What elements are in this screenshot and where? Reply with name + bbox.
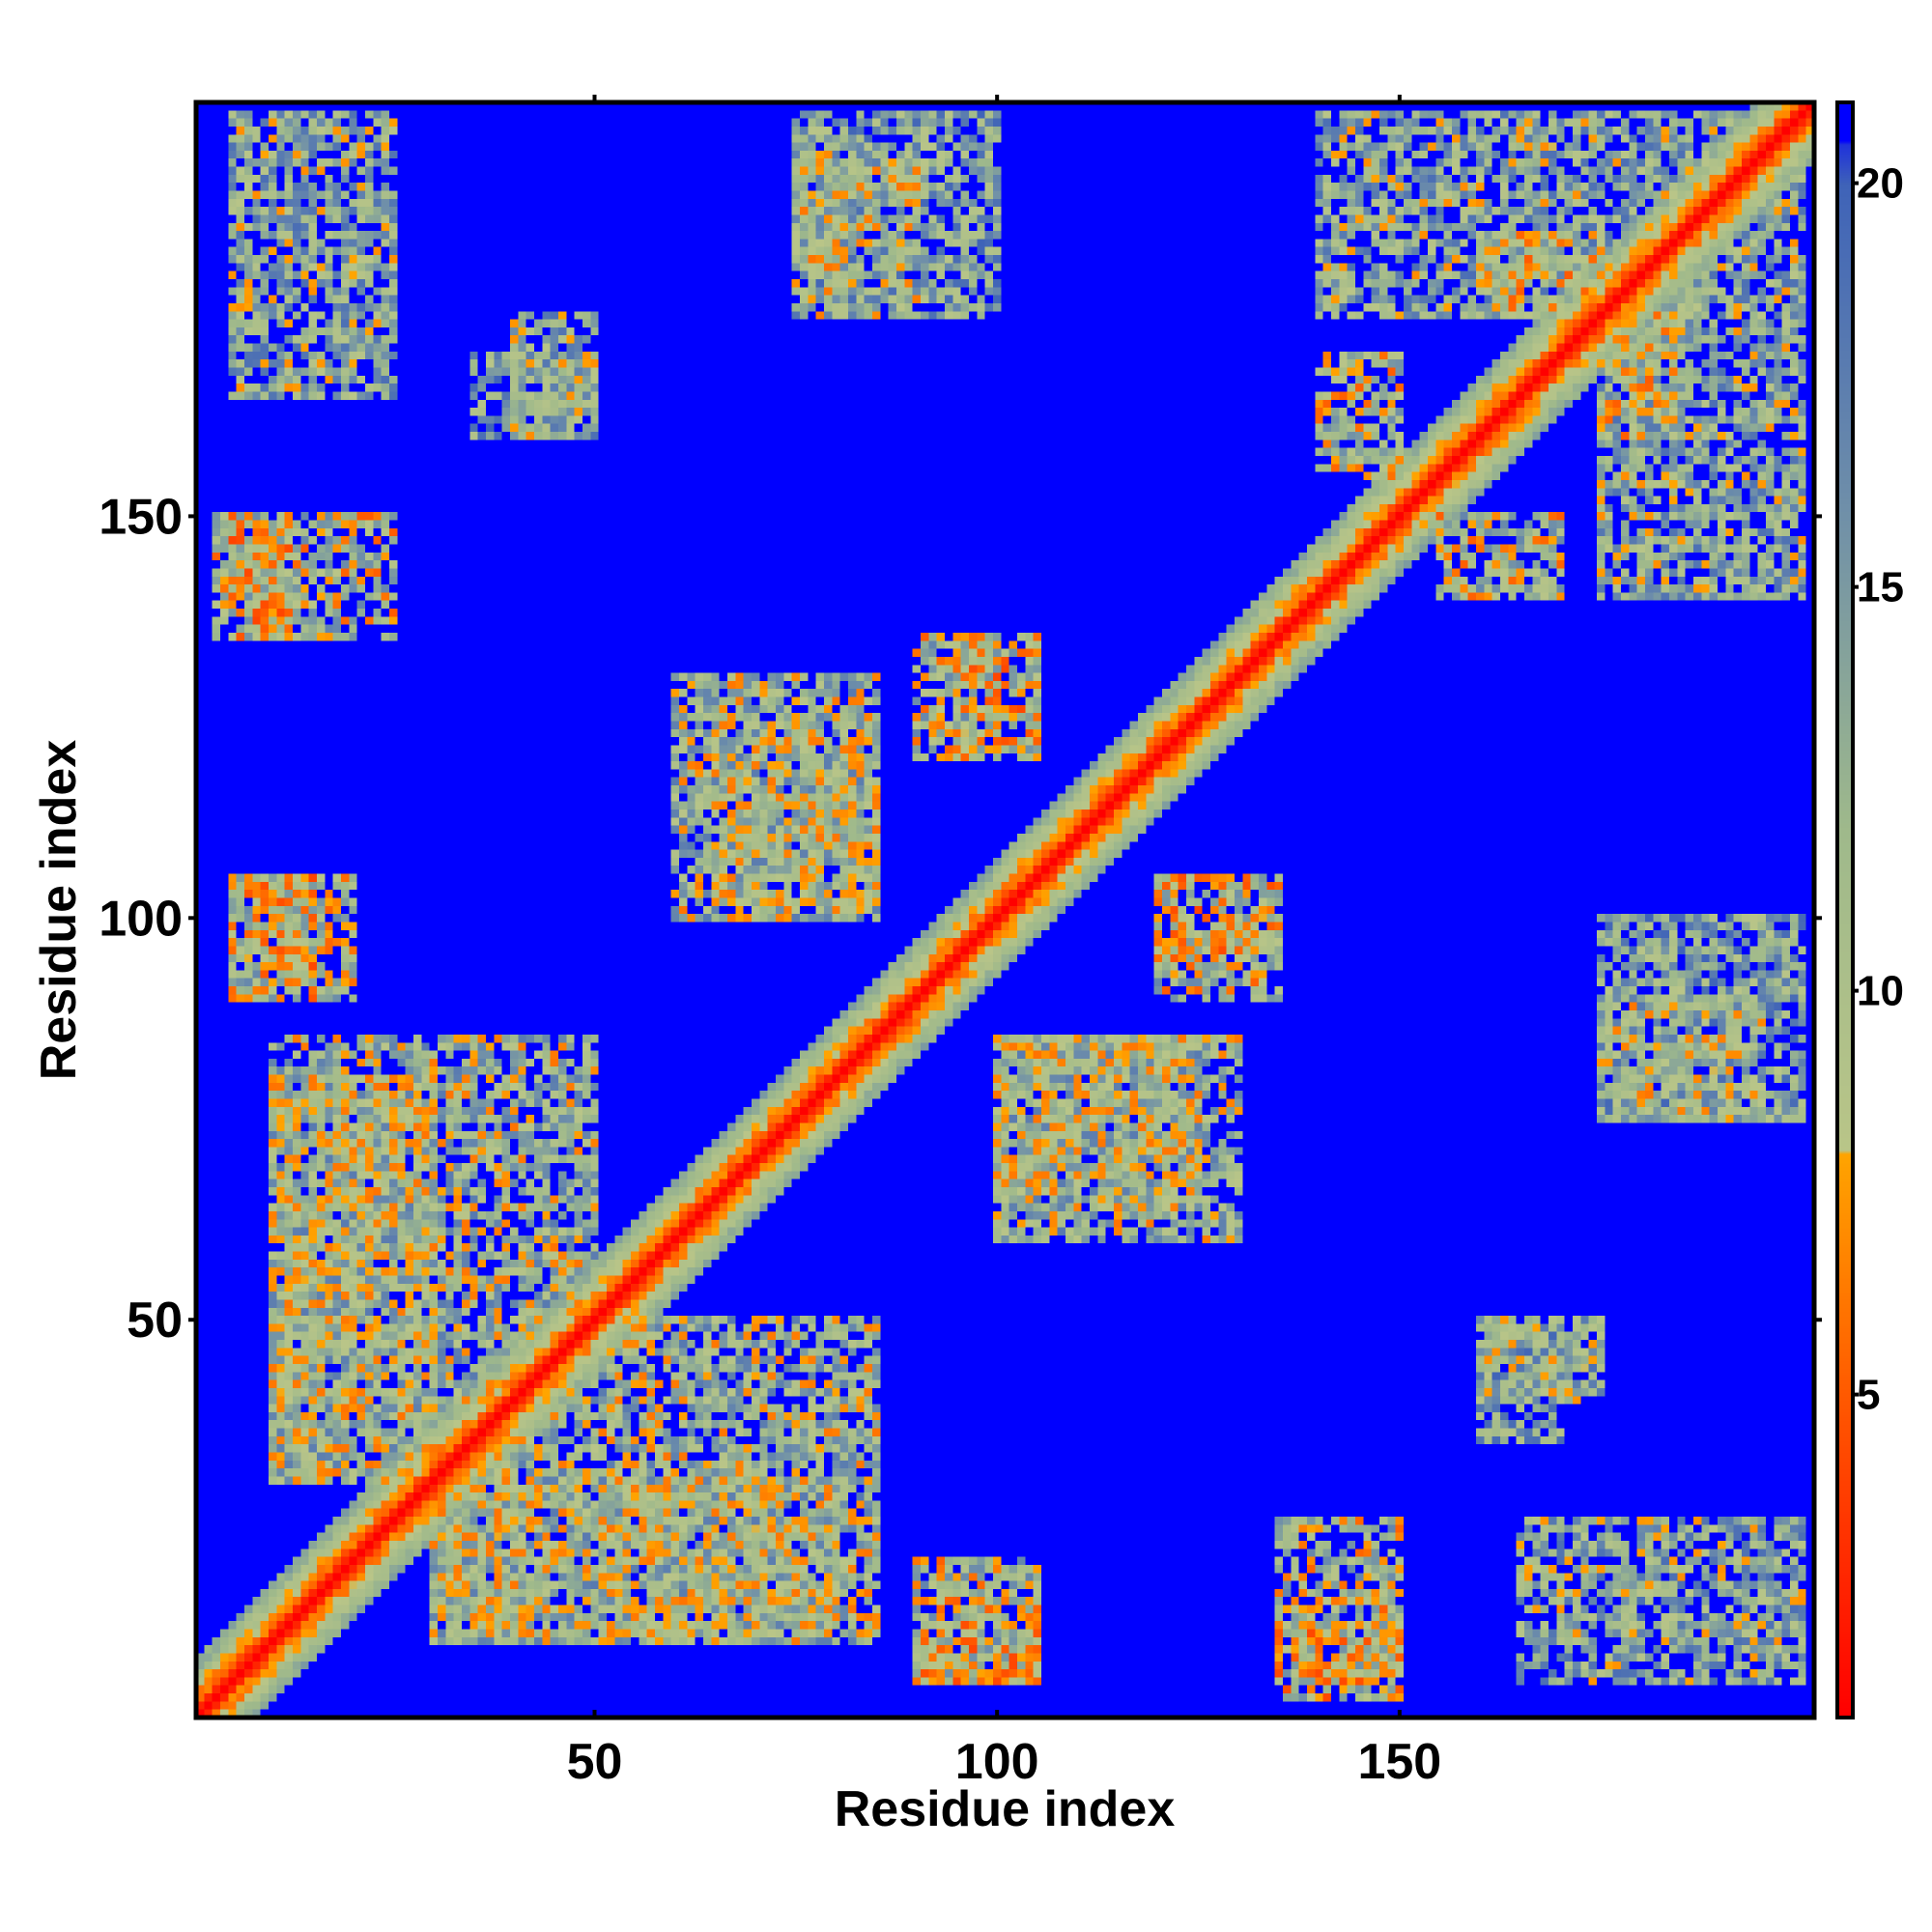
y-tick-label: 100 — [99, 891, 183, 947]
y-tick-label: 150 — [99, 489, 183, 545]
x-tick-label: 150 — [1357, 1734, 1441, 1790]
y-tick-label: 50 — [127, 1293, 183, 1349]
colorbar-frame — [1835, 100, 1855, 1719]
colorbar-tick-label: 10 — [1857, 968, 1904, 1015]
x-axis-title: Residue index — [835, 1781, 1176, 1837]
colorbar-ticks: 5 10 15 20 — [1853, 160, 1904, 1419]
x-axis-ticks: 50 100 150 — [567, 95, 1441, 1790]
colorbar — [1837, 102, 1853, 1718]
x-tick-label: 50 — [567, 1734, 623, 1790]
x-tick-label: 100 — [955, 1734, 1039, 1790]
y-axis-title: Residue index — [31, 740, 87, 1081]
heatmap-image — [196, 102, 1814, 1718]
colorbar-tick-label: 15 — [1857, 564, 1904, 611]
colorbar-tick-label: 5 — [1857, 1372, 1880, 1419]
colorbar-tick-label: 20 — [1857, 160, 1904, 208]
plot-frame — [193, 99, 1817, 1720]
y-axis-ticks: 50 100 150 — [99, 489, 1822, 1349]
